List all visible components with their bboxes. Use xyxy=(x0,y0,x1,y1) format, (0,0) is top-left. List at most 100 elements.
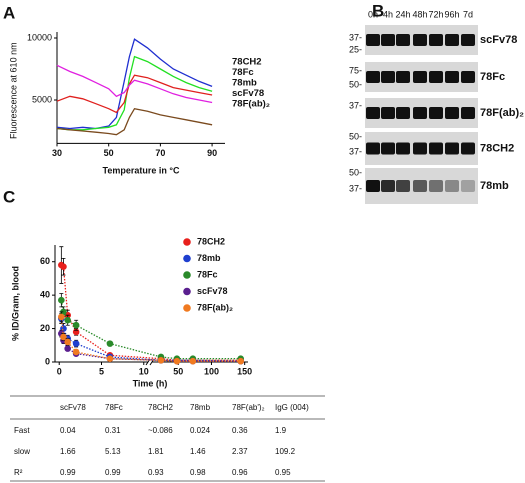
data-point xyxy=(189,357,197,365)
data-point xyxy=(72,348,80,356)
blot-band xyxy=(461,180,475,192)
table-cell: 1.9 xyxy=(275,426,287,435)
blot-band xyxy=(396,142,410,155)
series-line xyxy=(56,64,213,104)
lane-label: 48h xyxy=(412,9,427,19)
data-point xyxy=(157,357,165,364)
blot-band xyxy=(413,71,427,83)
panel-label: C xyxy=(3,187,15,206)
row-label: Fast xyxy=(14,426,30,435)
mw-marker: 37- xyxy=(349,146,362,156)
table-cell: 109.2 xyxy=(275,447,296,456)
fit-line xyxy=(60,333,241,362)
y-axis-label: % ID/Gram, blood xyxy=(10,266,20,341)
lane-label: 96h xyxy=(444,9,459,19)
mw-marker: 25- xyxy=(349,44,362,54)
column-header: 78CH2 xyxy=(148,403,173,412)
blot-band xyxy=(381,142,395,155)
mw-marker: 50- xyxy=(349,167,362,177)
y-tick-label: 60 xyxy=(40,256,50,266)
legend-marker xyxy=(183,254,191,263)
lane-label: 0h xyxy=(368,9,378,19)
y-tick-label: 10000 xyxy=(27,32,52,42)
legend-entry: 78mb xyxy=(232,78,257,89)
table-cell: 0.93 xyxy=(148,468,164,477)
mw-marker: 37- xyxy=(349,32,362,42)
blot-band xyxy=(461,71,475,83)
data-point xyxy=(64,316,71,324)
mw-marker: 37- xyxy=(349,183,362,193)
blot-band xyxy=(413,142,427,155)
table-cell: 0.024 xyxy=(190,426,211,435)
legend-marker xyxy=(183,271,191,279)
table-cell: 1.81 xyxy=(148,447,164,456)
series-line xyxy=(56,55,213,131)
legend-marker xyxy=(183,304,191,312)
lane-label: 4h xyxy=(383,9,393,19)
y-tick-label: 0 xyxy=(45,356,50,366)
blot-band xyxy=(413,107,427,119)
y-tick-label: 20 xyxy=(40,323,50,333)
blot-label: 78CH2 xyxy=(480,142,514,154)
legend-marker xyxy=(183,238,191,246)
lane-label: 24h xyxy=(395,9,410,19)
legend-entry: 78F(ab)₂ xyxy=(197,302,233,312)
table-cell: 0.04 xyxy=(60,426,76,435)
blot-band xyxy=(381,34,395,46)
row-label: R² xyxy=(14,468,23,477)
blot-band xyxy=(396,180,410,192)
table-cell: 5.13 xyxy=(105,447,121,456)
table-cell: 1.46 xyxy=(190,447,206,456)
x-tick-label: 30 xyxy=(52,148,62,158)
lane-label: 72h xyxy=(428,9,443,19)
mw-marker: 75- xyxy=(349,65,362,75)
blot-band xyxy=(413,180,427,192)
table-cell: 2.37 xyxy=(232,447,248,456)
legend-entry: 78Fc xyxy=(197,269,218,279)
legend-entry: 78CH2 xyxy=(232,57,262,68)
mw-marker: 37- xyxy=(349,100,362,110)
blot-band xyxy=(366,71,380,83)
blot-band xyxy=(461,107,475,119)
x-tick-label: 0 xyxy=(57,366,62,376)
data-point xyxy=(173,357,181,365)
blot-label: 78F(ab)₂ xyxy=(480,107,524,119)
blot-band xyxy=(396,34,410,46)
blot-band xyxy=(429,142,443,155)
table-cell: 0.96 xyxy=(232,468,248,477)
blot-band xyxy=(381,107,395,119)
blot-label: 78Fc xyxy=(480,71,505,83)
data-point xyxy=(58,313,65,321)
data-point xyxy=(106,340,114,347)
blot-band xyxy=(445,107,459,119)
legend-entry: scFv78 xyxy=(197,286,228,296)
blot-band xyxy=(396,71,410,83)
table-cell: ~0.086 xyxy=(148,426,173,435)
blot-band xyxy=(429,107,443,119)
panel-label: A xyxy=(3,3,15,22)
legend-entry: scFv78 xyxy=(232,88,264,99)
legend-entry: 78F(ab)₂ xyxy=(232,99,270,110)
row-label: slow xyxy=(14,447,30,456)
blot-band xyxy=(445,180,459,192)
series-line xyxy=(56,74,213,114)
blot-band xyxy=(381,71,395,83)
data-point xyxy=(60,263,67,271)
series-line xyxy=(56,38,213,130)
data-point xyxy=(60,333,67,341)
fit-line xyxy=(60,264,241,361)
x-tick-label: 90 xyxy=(207,148,217,158)
y-tick-label: 40 xyxy=(40,290,50,300)
column-header: 78Fc xyxy=(105,403,123,412)
data-point xyxy=(72,340,80,347)
series-line xyxy=(56,107,213,136)
legend-entry: 78mb xyxy=(197,253,221,263)
mw-marker: 50- xyxy=(349,79,362,89)
data-point xyxy=(58,296,65,304)
data-point xyxy=(64,345,71,352)
table-cell: 1.66 xyxy=(60,447,76,456)
column-header: 78F(ab')₂ xyxy=(232,403,265,412)
table-cell: 0.36 xyxy=(232,426,248,435)
y-axis-label: Fluorescence at 610 nm xyxy=(8,42,18,139)
